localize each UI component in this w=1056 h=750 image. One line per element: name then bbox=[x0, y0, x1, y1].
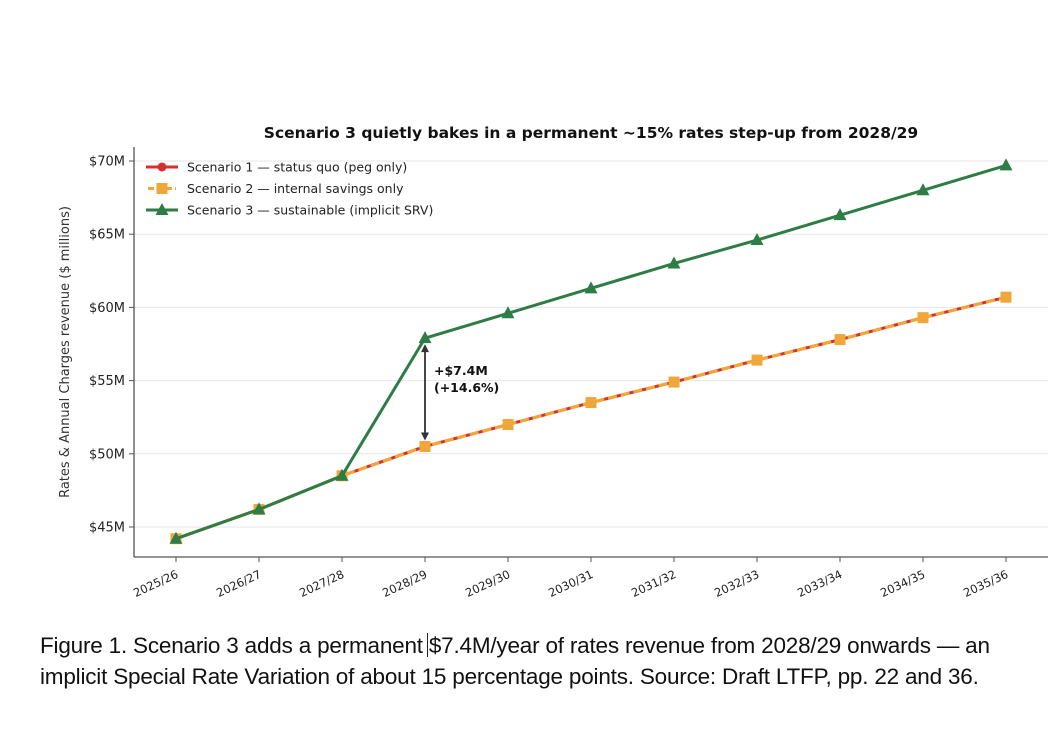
annotation-label-percent: (+14.6%) bbox=[434, 380, 499, 395]
y-tick-label: $45M bbox=[89, 521, 125, 536]
y-tick-label: $65M bbox=[89, 228, 125, 243]
x-tick-label: 2025/26 bbox=[131, 567, 180, 600]
data-point bbox=[335, 468, 349, 481]
data-point bbox=[917, 312, 929, 324]
x-ticks: 2025/26 2026/27 2027/28 2028/29 2029/30 2030/… bbox=[131, 557, 1010, 600]
legend-marker bbox=[157, 162, 167, 172]
x-tick-label: 2027/28 bbox=[297, 567, 346, 600]
legend-item: Scenario 2 — internal savings only bbox=[148, 181, 404, 196]
series-2 bbox=[170, 291, 1012, 545]
step-annotation: +$7.4M (+14.6%) bbox=[421, 344, 499, 441]
y-tick-label: $55M bbox=[89, 374, 125, 389]
gridlines bbox=[134, 160, 1048, 528]
legend-label: Scenario 3 — sustainable (implicit SRV) bbox=[187, 203, 433, 218]
legend-item: Scenario 3 — sustainable (implicit SRV) bbox=[146, 203, 433, 218]
caption-text-start: Figure 1. Scenario 3 adds a permanent bbox=[40, 633, 423, 658]
data-point bbox=[169, 531, 183, 544]
series-layer bbox=[169, 158, 1013, 545]
data-point bbox=[418, 331, 432, 344]
data-point bbox=[750, 233, 764, 246]
series-1 bbox=[171, 292, 1011, 544]
y-axis-label: Rates & Annual Charges revenue ($ millio… bbox=[58, 206, 73, 498]
data-point bbox=[833, 208, 847, 221]
legend-label: Scenario 2 — internal savings only bbox=[187, 181, 404, 196]
y-tick-label: $70M bbox=[89, 155, 125, 170]
x-tick-label: 2030/31 bbox=[546, 567, 595, 600]
legend-marker bbox=[155, 203, 169, 215]
caption-text-end: $7.4M/year of rates revenue from 2028/29… bbox=[40, 633, 990, 689]
legend-marker bbox=[156, 183, 168, 194]
x-tick-label: 2031/32 bbox=[629, 567, 678, 600]
x-tick-label: 2034/35 bbox=[878, 567, 927, 600]
data-point bbox=[834, 334, 846, 346]
legend-item: Scenario 1 — status quo (peg only) bbox=[146, 160, 407, 175]
figure-caption: Figure 1. Scenario 3 adds a permanent $7.… bbox=[40, 630, 1040, 692]
y-tick-label: $50M bbox=[89, 447, 125, 462]
series-line bbox=[175, 295, 1007, 541]
annotation-arrow-head-up bbox=[421, 344, 429, 353]
x-tick-label: 2029/30 bbox=[463, 567, 512, 600]
x-tick-label: 2032/33 bbox=[712, 567, 761, 600]
data-point bbox=[585, 397, 597, 409]
text-cursor bbox=[426, 633, 428, 657]
series-line bbox=[175, 163, 1007, 541]
chart-title: Scenario 3 quietly bakes in a permanent … bbox=[264, 124, 918, 142]
data-point bbox=[751, 354, 763, 366]
series-3 bbox=[169, 158, 1013, 544]
data-point bbox=[668, 376, 680, 388]
data-point bbox=[916, 183, 930, 196]
data-point bbox=[501, 306, 515, 319]
annotation-arrow-head-down bbox=[421, 432, 429, 441]
series-line bbox=[175, 295, 1007, 541]
data-point bbox=[667, 256, 681, 269]
x-tick-label: 2026/27 bbox=[214, 567, 263, 600]
x-tick-label: 2028/29 bbox=[380, 567, 429, 600]
data-point bbox=[1000, 291, 1012, 303]
x-tick-label: 2033/34 bbox=[795, 567, 844, 600]
data-point bbox=[502, 419, 514, 431]
legend: Scenario 1 — status quo (peg only) Scenar… bbox=[146, 160, 433, 218]
y-ticks: $45M $50M $55M $60M $65M $70M bbox=[89, 155, 134, 536]
data-point bbox=[999, 158, 1013, 171]
data-point bbox=[419, 440, 431, 452]
chart: $45M$50M$55M$60M$65M$70M 2025/26 2026/27 2… bbox=[58, 124, 1048, 600]
y-tick-label: $60M bbox=[89, 301, 125, 316]
x-tick-label: 2035/36 bbox=[961, 567, 1010, 600]
legend-label: Scenario 1 — status quo (peg only) bbox=[187, 160, 407, 175]
data-point bbox=[252, 502, 266, 515]
data-point bbox=[584, 281, 598, 294]
annotation-label-amount: +$7.4M bbox=[434, 363, 488, 378]
